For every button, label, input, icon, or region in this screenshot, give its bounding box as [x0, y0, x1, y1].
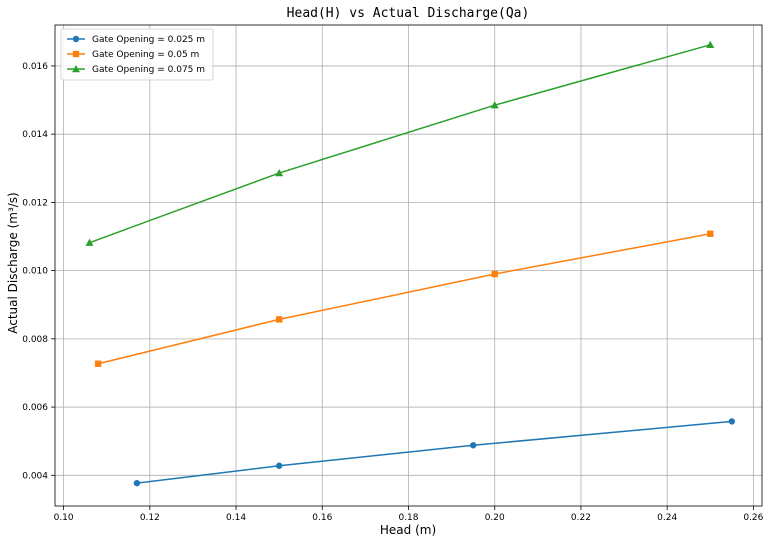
series-2 [94, 230, 714, 367]
y-tick-label: 0.012 [22, 198, 48, 208]
series-line [136, 420, 732, 484]
y-tick-label: 0.006 [22, 403, 48, 413]
legend-label: Gate Opening = 0.05 m [92, 50, 199, 60]
legend-marker [72, 65, 80, 73]
legend-box [60, 28, 214, 81]
axis-ticks: 0.10 0.12 0.14 0.16 0.18 0.20 0.22 0.24 0.26 0.00… [22, 62, 763, 523]
data-point [133, 479, 141, 487]
data-point [85, 238, 94, 246]
data-point [94, 360, 102, 367]
legend: Gate Opening = 0.025 m Gate Opening = 0.0… [60, 28, 214, 81]
series-3 [85, 40, 715, 246]
x-tick-label: 0.26 [743, 513, 763, 523]
y-tick-label: 0.014 [22, 130, 48, 140]
y-axis-label: Actual Discharge (m³/s) [6, 192, 20, 334]
legend-item: Gate Opening = 0.025 m [67, 35, 205, 45]
data-point [728, 418, 736, 425]
legend-label: Gate Opening = 0.075 m [92, 65, 205, 75]
y-tick-label: 0.008 [22, 335, 48, 345]
y-tick-label: 0.010 [22, 267, 48, 277]
data-point [706, 40, 715, 48]
x-tick-label: 0.18 [398, 513, 418, 523]
y-tick-label: 0.004 [22, 471, 48, 481]
series-1 [133, 418, 736, 487]
data-point [469, 442, 477, 449]
legend-marker [72, 50, 80, 58]
x-axis-label: Head (m) [380, 523, 436, 537]
data-point [707, 230, 714, 237]
plot-series [85, 40, 736, 487]
data-point [275, 316, 283, 323]
x-tick-label: 0.24 [657, 513, 677, 523]
data-point [490, 101, 499, 109]
data-point [491, 270, 498, 278]
data-point [275, 169, 284, 177]
y-tick-label: 0.016 [22, 62, 48, 72]
x-tick-label: 0.10 [54, 513, 74, 523]
x-tick-label: 0.22 [571, 513, 591, 523]
legend-marker [72, 35, 80, 43]
chart-title: Head(H) vs Actual Discharge(Qa) [287, 6, 530, 21]
legend-item: Gate Opening = 0.05 m [67, 50, 199, 60]
x-tick-label: 0.20 [485, 513, 505, 523]
x-tick-label: 0.16 [312, 513, 332, 523]
x-tick-label: 0.12 [140, 513, 160, 523]
legend-item: Gate Opening = 0.075 m [67, 65, 205, 75]
series-line [97, 233, 711, 365]
x-tick-label: 0.14 [226, 513, 246, 523]
series-line [89, 44, 711, 244]
legend-label: Gate Opening = 0.025 m [92, 35, 205, 45]
grid-lines [55, 25, 762, 506]
data-point [275, 462, 283, 469]
